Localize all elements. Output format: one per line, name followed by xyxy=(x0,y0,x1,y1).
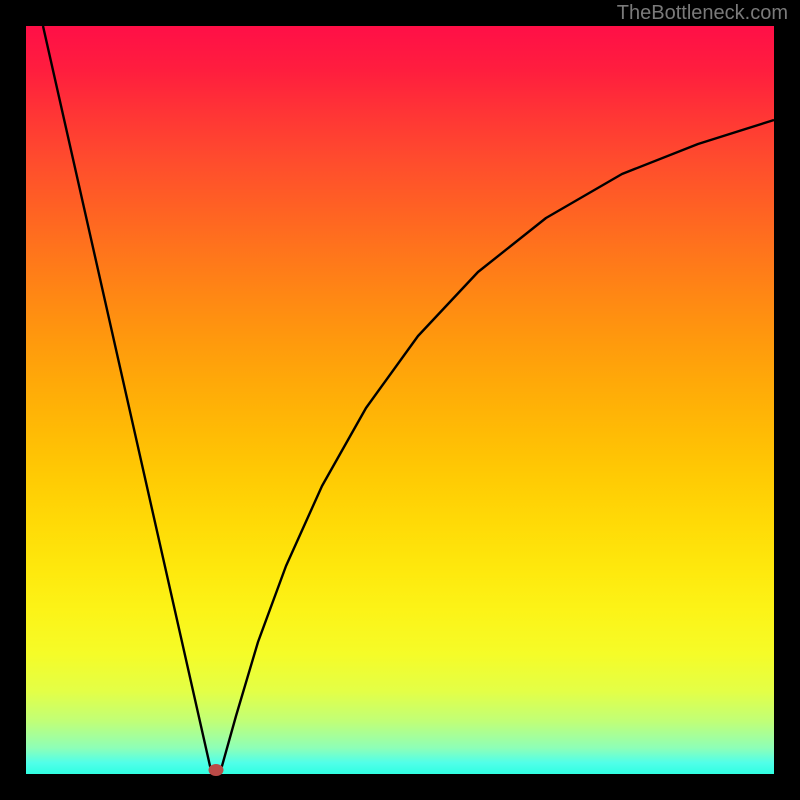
chart-frame: TheBottleneck.com xyxy=(0,0,800,800)
plot-area xyxy=(26,26,774,774)
watermark: TheBottleneck.com xyxy=(617,2,788,25)
bottleneck-curve xyxy=(26,26,774,774)
optimum-marker xyxy=(209,764,224,776)
